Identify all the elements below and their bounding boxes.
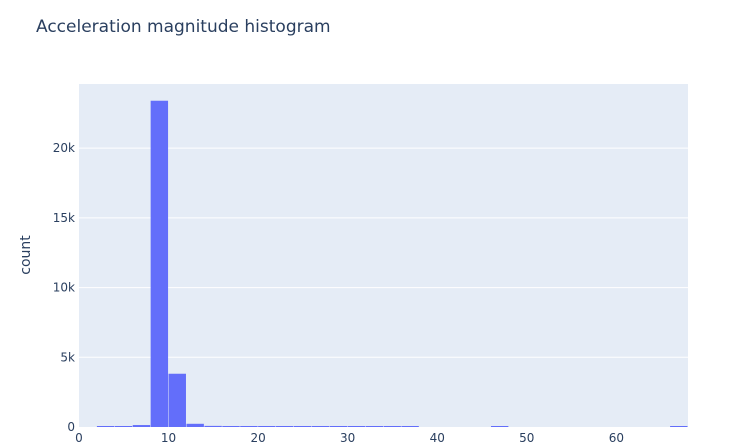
y-tick-label: 15k [53,211,75,225]
y-axis-ticks: 0 5k 10k 15k 20k [53,141,75,434]
x-tick-label: 0 [75,431,83,444]
y-tick-label: 0 [67,420,75,434]
histogram-bar[interactable] [329,426,348,427]
histogram-bar[interactable] [204,425,222,427]
histogram-bar[interactable] [222,426,240,427]
x-tick-label: 60 [609,431,624,444]
histogram-bar[interactable] [670,426,688,427]
gridlines [79,147,688,358]
y-tick-label: 10k [53,281,75,295]
x-tick-label: 30 [340,431,355,444]
histogram-bar[interactable] [401,426,419,427]
x-tick-label: 20 [250,431,265,444]
histogram-bar[interactable] [150,100,169,428]
chart-title: Acceleration magnitude histogram [36,17,331,37]
y-axis-title: count [18,235,34,275]
histogram-bar[interactable] [240,426,258,427]
histogram-bar[interactable] [347,426,366,427]
x-tick-label: 10 [161,431,176,444]
histogram-bar[interactable] [365,426,383,427]
histogram-bars [96,100,688,428]
x-tick-label: 40 [430,431,445,444]
histogram-bar[interactable] [96,426,115,427]
plot-area [79,84,688,427]
histogram-bar[interactable] [490,426,509,427]
histogram-bar[interactable] [276,426,294,427]
histogram-bar[interactable] [132,425,151,427]
histogram-bar[interactable] [258,426,276,427]
y-tick-label: 20k [53,141,75,155]
histogram-bar[interactable] [383,426,401,427]
histogram-bar[interactable] [186,423,204,427]
histogram-bar[interactable] [114,426,133,427]
histogram-bar[interactable] [311,426,330,427]
y-tick-label: 5k [60,350,75,364]
histogram-bar[interactable] [168,373,186,427]
histogram-bar[interactable] [293,426,312,427]
x-axis-ticks: 0 10 20 30 40 50 60 [75,431,624,444]
x-tick-label: 50 [519,431,534,444]
